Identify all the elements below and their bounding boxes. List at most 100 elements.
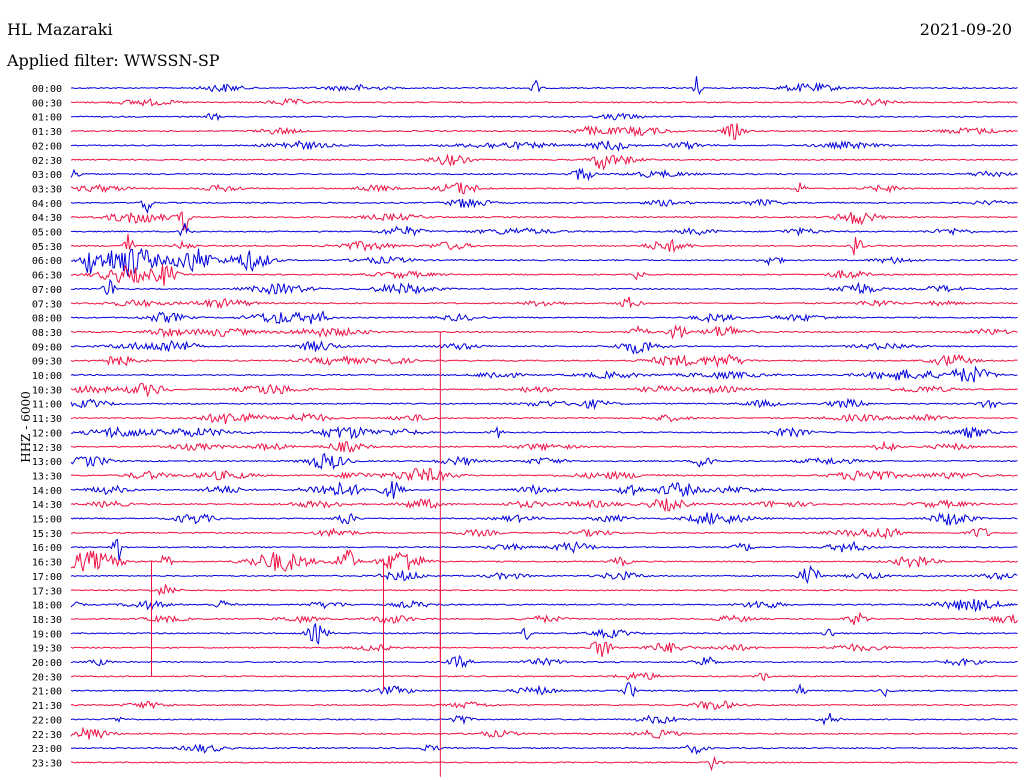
row-time-label: 19:00: [32, 629, 62, 640]
trace-row-0800: [70, 309, 1018, 325]
row-time-label: 15:30: [32, 529, 62, 540]
trace-row-2200: [70, 712, 1018, 726]
date-label: 2021-09-20: [919, 20, 1012, 39]
row-time-label: 16:30: [32, 558, 62, 569]
trace-row-1830: [70, 611, 1018, 626]
row-time-label: 03:30: [32, 184, 62, 195]
trace-row-1200: [71, 425, 1018, 440]
trace-row-2230: [70, 726, 1018, 740]
trace-row-1430: [70, 498, 1018, 513]
row-time-label: 18:00: [32, 601, 62, 612]
trace-row-2030: [71, 671, 1018, 682]
trace-row-1930: [70, 641, 1018, 658]
row-time-label: 20:00: [32, 658, 62, 669]
row-time-label: 16:00: [32, 543, 62, 554]
row-time-label: 19:30: [32, 644, 62, 655]
trace-row-0230: [70, 153, 1018, 171]
row-time-label: 06:00: [32, 256, 62, 267]
row-time-label: 14:00: [32, 486, 62, 497]
trace-row-0000: [70, 76, 1018, 96]
row-time-label: 17:30: [32, 586, 62, 597]
row-time-label: 04:00: [32, 199, 62, 210]
trace-row-1530: [71, 527, 1018, 540]
trace-row-0700: [70, 278, 1018, 296]
row-time-label: 17:00: [32, 572, 62, 583]
row-time-label: 13:30: [32, 471, 62, 482]
trace-row-1800: [70, 599, 1018, 613]
trace-row-1900: [70, 623, 1018, 645]
row-time-label: 00:30: [32, 98, 62, 109]
trace-row-0400: [70, 198, 1018, 215]
trace-row-1000: [70, 365, 1018, 383]
trace-row-0830: [70, 324, 1018, 340]
trace-row-0730: [70, 296, 1018, 310]
row-time-label: 10:30: [32, 385, 62, 396]
trace-row-2100: [70, 681, 1018, 698]
trace-row-2330: [70, 755, 1018, 772]
trace-row-0500: [70, 223, 1018, 237]
row-time-label: 03:00: [32, 170, 62, 181]
row-time-label: 02:00: [32, 141, 62, 152]
row-time-label: 05:30: [32, 242, 62, 253]
row-time-label: 09:30: [32, 357, 62, 368]
trace-row-1600: [70, 538, 1018, 561]
trace-row-0200: [70, 139, 1018, 152]
trace-row-1330: [70, 467, 1018, 482]
trace-row-1100: [70, 397, 1018, 411]
trace-row-1500: [70, 512, 1018, 526]
trace-row-0430: [70, 210, 1018, 232]
row-time-label: 23:30: [32, 758, 62, 769]
trace-row-1130: [70, 412, 1018, 425]
trace-row-1400: [70, 481, 1018, 499]
row-time-label: 11:30: [32, 414, 62, 425]
trace-row-1700: [70, 565, 1018, 585]
trace-row-1730: [70, 584, 1018, 596]
row-time-label: 05:00: [32, 228, 62, 239]
row-time-label: 10:00: [32, 371, 62, 382]
row-time-label: 08:30: [32, 328, 62, 339]
row-time-label: 20:30: [32, 672, 62, 683]
row-time-label: 21:30: [32, 701, 62, 712]
row-time-label: 23:00: [32, 744, 62, 755]
trace-row-2300: [70, 744, 1018, 756]
row-time-label: 07:00: [32, 285, 62, 296]
row-time-label: 18:30: [32, 615, 62, 626]
row-time-label: 21:00: [32, 687, 62, 698]
row-time-label: 08:00: [32, 314, 62, 325]
trace-row-0330: [70, 182, 1018, 195]
row-time-label: 11:00: [32, 400, 62, 411]
station-title: HL Mazaraki: [7, 20, 113, 39]
trace-row-0100: [70, 112, 1018, 122]
trace-row-0930: [70, 353, 1018, 368]
trace-row-1630: [70, 549, 1018, 572]
trace-row-0600: [70, 248, 1018, 277]
trace-row-0530: [70, 233, 1018, 256]
row-time-label: 12:00: [32, 428, 62, 439]
row-time-label: 13:00: [32, 457, 62, 468]
trace-row-0300: [70, 167, 1018, 182]
trace-row-2000: [70, 654, 1018, 669]
row-time-label: 01:30: [32, 127, 62, 138]
row-time-label: 14:30: [32, 500, 62, 511]
trace-row-1030: [70, 382, 1018, 398]
row-time-label: 04:30: [32, 213, 62, 224]
row-time-label: 22:00: [32, 715, 62, 726]
trace-row-0030: [70, 97, 1018, 107]
trace-row-1300: [70, 452, 1018, 470]
row-time-label: 00:00: [32, 84, 62, 95]
trace-row-2130: [70, 700, 1018, 711]
filter-label: Applied filter: WWSSN-SP: [7, 51, 220, 70]
row-time-label: 02:30: [32, 156, 62, 167]
row-time-label: 12:30: [32, 443, 62, 454]
trace-row-0130: [70, 123, 1018, 140]
trace-row-1230: [70, 440, 1018, 454]
trace-row-0630: [71, 264, 1018, 286]
row-time-label: 06:30: [32, 271, 62, 282]
row-time-label: 09:00: [32, 342, 62, 353]
row-time-label: 15:00: [32, 515, 62, 526]
row-time-label: 07:30: [32, 299, 62, 310]
trace-row-0900: [70, 339, 1018, 355]
row-time-label: 01:00: [32, 113, 62, 124]
row-time-label: 22:30: [32, 730, 62, 741]
